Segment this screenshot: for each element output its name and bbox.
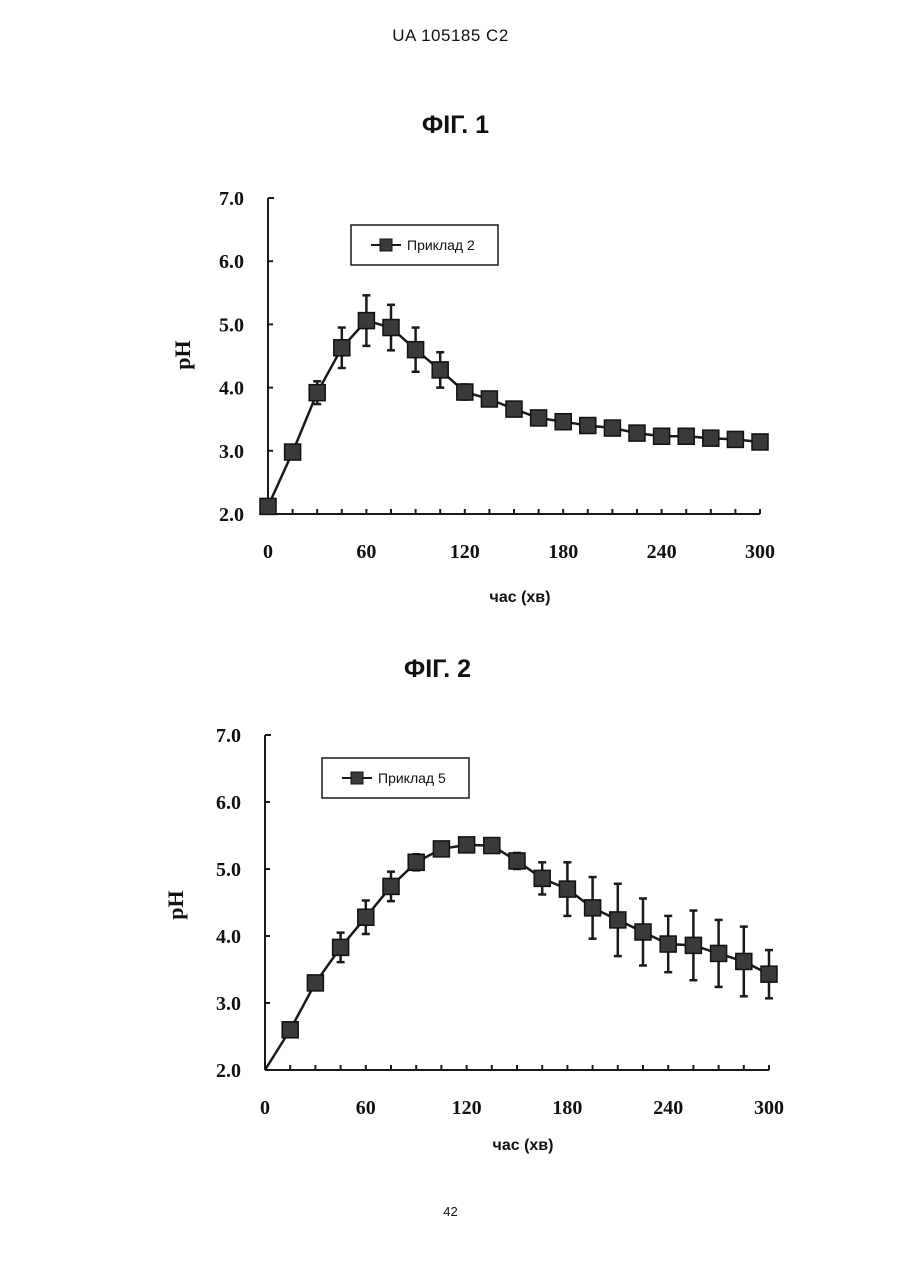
chart-figure-2: 2.0 3.0 4.0 5.0 6.0 7.0 0 60 120 180 240 300 час (хв…: [0, 720, 901, 1170]
x-tick-label: 120: [452, 1097, 482, 1119]
data-point: [432, 362, 448, 378]
data-point: [282, 1022, 298, 1038]
data-point: [629, 425, 645, 441]
figure-1-title: ФІГ. 1: [5, 111, 901, 140]
legend-marker: [351, 772, 363, 784]
legend-marker: [380, 239, 392, 251]
x-tick-label: 180: [552, 1097, 582, 1119]
x-tick-label: 60: [356, 1097, 376, 1119]
data-point: [333, 939, 349, 955]
chart-figure-1: 2.0 3.0 4.0 5.0 6.0 7.0 0 60 120 180 240 300 час (хв…: [0, 180, 901, 620]
data-point: [654, 428, 670, 444]
data-point: [660, 936, 676, 952]
data-point: [685, 937, 701, 953]
data-point: [408, 342, 424, 358]
y-axis-title: pH: [163, 890, 188, 919]
data-point: [580, 418, 596, 434]
y-tick-label: 7.0: [219, 188, 244, 210]
x-axis-title: час (хв): [493, 1137, 554, 1154]
x-tick-label: 240: [653, 1097, 683, 1119]
data-point: [711, 945, 727, 961]
data-point: [559, 881, 575, 897]
x-tick-label: 300: [754, 1097, 784, 1119]
data-point: [383, 878, 399, 894]
data-point: [635, 924, 651, 940]
data-point: [610, 912, 626, 928]
data-point: [481, 391, 497, 407]
legend-label: Приклад 5: [378, 770, 446, 786]
data-point: [761, 966, 777, 982]
y-tick-label: 7.0: [216, 725, 241, 747]
data-point: [307, 975, 323, 991]
data-point: [585, 900, 601, 916]
y-tick-label: 4.0: [219, 378, 244, 400]
y-tick-label: 5.0: [219, 314, 244, 336]
x-tick-label: 0: [260, 1097, 270, 1119]
data-point: [506, 401, 522, 417]
data-point: [555, 414, 571, 430]
x-axis-title: час (хв): [490, 589, 551, 606]
y-tick-label: 5.0: [216, 859, 241, 881]
data-point: [484, 838, 500, 854]
data-point: [457, 384, 473, 400]
data-point: [408, 854, 424, 870]
data-point: [309, 385, 325, 401]
data-point: [285, 444, 301, 460]
figure-2-title: ФІГ. 2: [0, 655, 888, 684]
y-tick-label: 3.0: [219, 441, 244, 463]
patent-header: UA 105185 C2: [0, 26, 901, 46]
x-tick-label: 0: [263, 541, 273, 563]
data-point: [604, 420, 620, 436]
x-tick-label: 300: [745, 541, 775, 563]
y-tick-label: 6.0: [219, 251, 244, 273]
x-tick-label: 120: [450, 541, 480, 563]
data-point: [358, 909, 374, 925]
y-axis-title: pH: [170, 340, 195, 369]
data-point: [736, 953, 752, 969]
data-point: [509, 853, 525, 869]
y-tick-label: 6.0: [216, 792, 241, 814]
data-point: [703, 430, 719, 446]
data-point: [727, 431, 743, 447]
data-point: [383, 320, 399, 336]
y-tick-label: 4.0: [216, 926, 241, 948]
y-tick-label: 3.0: [216, 993, 241, 1015]
x-tick-label: 240: [647, 541, 677, 563]
y-tick-label: 2.0: [216, 1060, 241, 1082]
data-point: [531, 410, 547, 426]
y-tick-label: 2.0: [219, 504, 244, 526]
legend-label: Приклад 2: [407, 237, 475, 253]
data-point: [260, 498, 276, 514]
page-number: 42: [0, 1204, 901, 1219]
data-point: [678, 428, 694, 444]
x-tick-label: 60: [356, 541, 376, 563]
data-point: [433, 841, 449, 857]
data-point: [534, 870, 550, 886]
x-tick-label: 180: [548, 541, 578, 563]
data-point: [752, 434, 768, 450]
data-point: [358, 313, 374, 329]
data-point: [334, 340, 350, 356]
data-point: [459, 837, 475, 853]
